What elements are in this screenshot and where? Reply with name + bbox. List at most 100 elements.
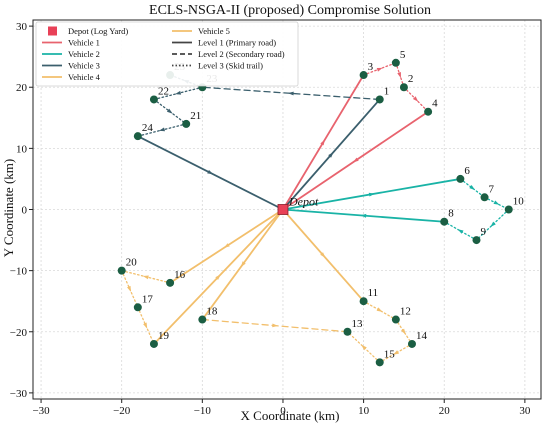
node-6 [456, 174, 465, 183]
x-tick-label: 0 [280, 405, 286, 417]
node-14 [407, 339, 416, 348]
legend-depot-swatch [48, 26, 57, 36]
node-label-1: 1 [384, 85, 390, 97]
route-arrow [240, 261, 246, 268]
node-16 [166, 278, 175, 287]
route-arrow [397, 72, 401, 79]
route-arrow [412, 96, 419, 102]
node-label-22: 22 [158, 85, 169, 97]
route-arrow [175, 90, 182, 95]
depot-group: Depot [277, 195, 319, 215]
route-arrow [328, 152, 334, 158]
node-label-24: 24 [142, 122, 154, 134]
x-axis-label: X Coordinate (km) [241, 408, 340, 423]
route-arrow [376, 67, 383, 72]
axis-ticks: −30 −20 −10 0 10 20 30 −30 −20 −10 0 10 20 30 [10, 21, 531, 417]
x-tick-label: −10 [194, 405, 212, 417]
legend-label: Vehicle 2 [68, 49, 100, 59]
node-13 [343, 327, 352, 336]
route-arrow [400, 328, 406, 335]
node-label-15: 15 [384, 348, 396, 360]
depot-marker [277, 204, 289, 215]
node-2 [399, 83, 408, 92]
node-19 [149, 339, 158, 348]
y-tick-label: 0 [22, 205, 28, 217]
route-arrow [320, 139, 325, 146]
y-axis-label: Y Coordinate (km) [1, 159, 16, 257]
y-tick-label: 10 [16, 143, 28, 155]
route-edge-12-14 [395, 318, 413, 345]
node-label-11: 11 [368, 287, 379, 299]
node-15 [375, 358, 384, 367]
route-arrow [272, 323, 279, 328]
node-4 [424, 107, 433, 116]
x-tick-label: 30 [519, 405, 531, 417]
node-label-17: 17 [142, 293, 154, 305]
legend-label: Level 1 (Primary road) [198, 38, 276, 48]
legend-label: Level 3 (Skid trail) [198, 61, 263, 71]
node-3 [359, 71, 368, 80]
node-17 [133, 303, 142, 312]
legend-label: Level 2 (Secondary road) [198, 49, 285, 59]
depot-label: Depot [288, 195, 319, 209]
route-arrow [368, 192, 375, 197]
route-arrow [490, 221, 496, 227]
route-arrow [127, 285, 131, 292]
legend-label: Vehicle 5 [198, 26, 230, 36]
node-1 [375, 95, 384, 104]
route-arrow [207, 170, 214, 175]
node-label-10: 10 [513, 196, 525, 208]
node-18 [198, 315, 207, 324]
route-arrow [166, 108, 173, 114]
node-label-14: 14 [416, 330, 428, 342]
node-12 [391, 315, 400, 324]
route-edge-15-13 [346, 331, 381, 363]
route-arrow [158, 127, 165, 132]
route-edge-6-7 [459, 178, 486, 198]
node-11 [359, 297, 368, 306]
legend-label: Depot (Log Yard) [68, 26, 128, 36]
route-arrow [469, 185, 475, 190]
route-arrow [320, 252, 326, 258]
node-label-6: 6 [464, 165, 470, 177]
node-label-3: 3 [368, 61, 374, 73]
node-20 [117, 266, 126, 275]
x-tick-label: 10 [358, 405, 370, 417]
node-label-21: 21 [190, 110, 201, 122]
node-label-18: 18 [206, 306, 218, 318]
route-arrow [223, 243, 230, 248]
route-arrow [457, 229, 464, 234]
route-arrow [360, 213, 367, 218]
node-5 [391, 58, 400, 67]
node-7 [480, 193, 489, 202]
node-label-13: 13 [351, 318, 363, 330]
node-label-8: 8 [448, 208, 454, 220]
legend-label: Vehicle 1 [68, 38, 100, 48]
node-label-7: 7 [489, 183, 495, 195]
x-tick-label: −20 [113, 405, 131, 417]
route-edge-10-9 [475, 208, 510, 241]
route-edge-1-23 [201, 86, 381, 101]
node-label-2: 2 [408, 73, 414, 85]
node-label-16: 16 [174, 269, 186, 281]
route-arrow [376, 307, 383, 312]
route-arrow [142, 275, 149, 280]
node-label-9: 9 [480, 226, 486, 238]
legend-label: Vehicle 3 [68, 61, 100, 71]
y-tick-label: 30 [16, 21, 28, 33]
y-tick-label: −10 [10, 266, 28, 278]
y-tick-label: −20 [10, 327, 28, 339]
route-arrow [493, 200, 500, 205]
y-tick-label: 20 [16, 82, 28, 94]
chart-title: ECLS-NSGA-II (proposed) Compromise Solut… [149, 3, 431, 18]
route-arrow [393, 350, 399, 355]
x-tick-label: 20 [439, 405, 451, 417]
route-edges [121, 62, 510, 363]
route-arrow [361, 344, 367, 351]
route-arrow [287, 91, 294, 96]
route-arrow [215, 274, 221, 280]
node-label-20: 20 [126, 257, 138, 269]
